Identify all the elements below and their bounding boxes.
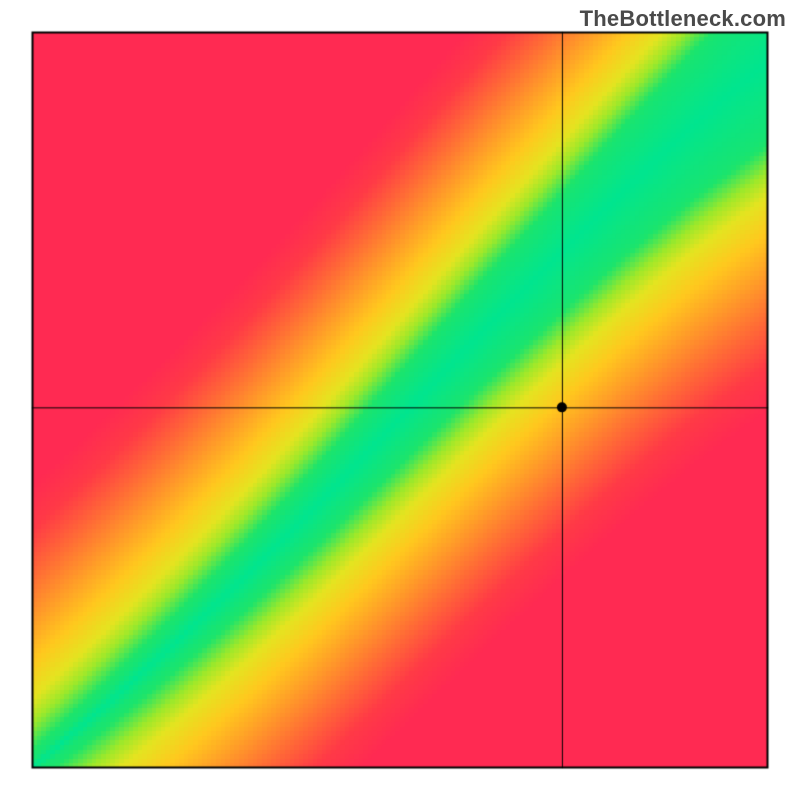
watermark-text: TheBottleneck.com: [580, 6, 786, 32]
heatmap-canvas: [0, 0, 800, 800]
